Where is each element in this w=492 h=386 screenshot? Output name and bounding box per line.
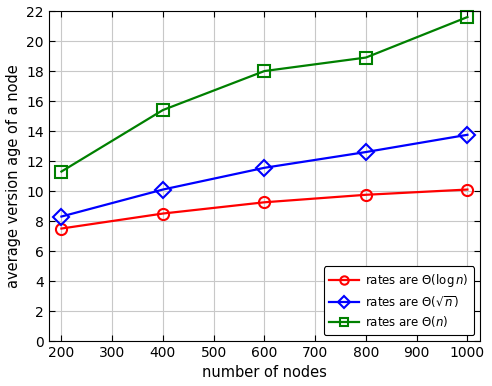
- Y-axis label: average version age of a node: average version age of a node: [5, 64, 21, 288]
- Legend: rates are $\Theta(\log n)$, rates are $\Theta(\sqrt{n})$, rates are $\Theta(n)$: rates are $\Theta(\log n)$, rates are $\…: [324, 266, 474, 335]
- X-axis label: number of nodes: number of nodes: [202, 366, 327, 381]
